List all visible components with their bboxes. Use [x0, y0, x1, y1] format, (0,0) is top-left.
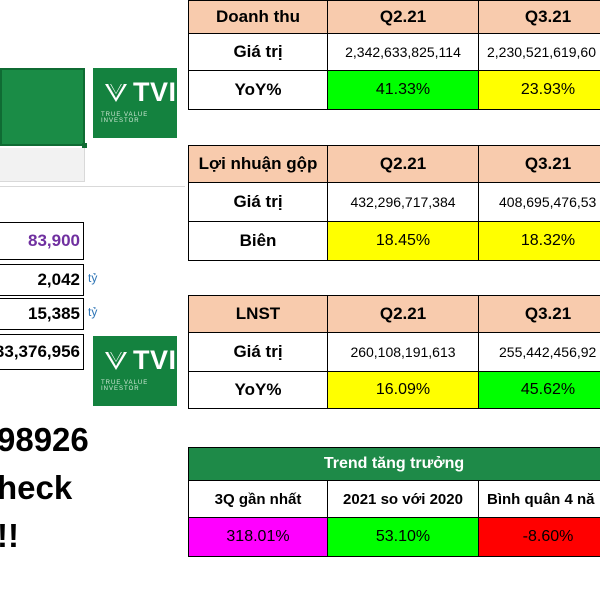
unit-label-1: tỷ: [88, 271, 98, 285]
gross-profit-value-q1[interactable]: 432,296,717,384: [327, 182, 479, 222]
net-profit-value-label[interactable]: Giá trị: [188, 332, 328, 372]
selected-cell-green[interactable]: [0, 68, 85, 146]
big-text-line-3: !!: [0, 517, 19, 554]
tvi-logo-text: TVI: [133, 345, 177, 375]
trend-label-yoy[interactable]: 2021 so với 2020: [327, 480, 479, 518]
net-profit-title[interactable]: LNST: [188, 295, 328, 333]
revenue-q1-header[interactable]: Q2.21: [327, 0, 479, 34]
gross-profit-value-label[interactable]: Giá trị: [188, 182, 328, 222]
value-cell-3[interactable]: 15,385: [0, 298, 84, 330]
revenue-pct-label[interactable]: YoY%: [188, 70, 328, 110]
value-3: 15,385: [28, 304, 80, 323]
tvi-logo-icon: [105, 351, 127, 370]
grey-cell: [0, 148, 85, 182]
gross-profit-pct-q1[interactable]: 18.45%: [327, 221, 479, 261]
revenue-value-q2[interactable]: 2,230,521,619,60: [478, 33, 600, 71]
revenue-pct-q2[interactable]: 23.93%: [478, 70, 600, 110]
trend-label-avg[interactable]: Bình quân 4 nă: [478, 480, 600, 518]
tvi-logo-icon: [105, 83, 127, 102]
revenue-pct-q1[interactable]: 41.33%: [327, 70, 479, 110]
gross-profit-title[interactable]: Lợi nhuận gộp: [188, 145, 328, 183]
net-profit-pct-q1[interactable]: 16.09%: [327, 371, 479, 409]
gross-profit-pct-q2[interactable]: 18.32%: [478, 221, 600, 261]
trend-title[interactable]: Trend tăng trưởng: [188, 447, 600, 481]
value-4: 33,376,956: [0, 342, 80, 361]
value-2: 2,042: [37, 270, 80, 289]
price-value: 83,900: [28, 231, 80, 250]
net-profit-q2-header[interactable]: Q3.21: [478, 295, 600, 333]
big-text-line-2: heck: [0, 469, 73, 506]
big-text-line-1: 98926: [0, 421, 89, 458]
net-profit-q1-header[interactable]: Q2.21: [327, 295, 479, 333]
value-cell-2[interactable]: 2,042: [0, 264, 84, 296]
net-profit-value-q1[interactable]: 260,108,191,613: [327, 332, 479, 372]
gross-profit-pct-label[interactable]: Biên: [188, 221, 328, 261]
trend-value-yoy[interactable]: 53.10%: [327, 517, 479, 557]
revenue-q2-header[interactable]: Q3.21: [478, 0, 600, 34]
fill-handle[interactable]: [82, 143, 87, 148]
revenue-title[interactable]: Doanh thu: [188, 0, 328, 34]
price-cell[interactable]: 83,900: [0, 222, 84, 260]
tvi-logo-text: TVI: [133, 77, 177, 107]
row-gridline: [0, 186, 185, 187]
net-profit-pct-q2[interactable]: 45.62%: [478, 371, 600, 409]
tvi-logo-bottom: TVI TRUE VALUE INVESTOR: [93, 336, 177, 406]
revenue-value-q1[interactable]: 2,342,633,825,114: [327, 33, 479, 71]
net-profit-pct-label[interactable]: YoY%: [188, 371, 328, 409]
trend-value-avg[interactable]: -8.60%: [478, 517, 600, 557]
net-profit-value-q2[interactable]: 255,442,456,92: [478, 332, 600, 372]
tvi-logo-subtext: TRUE VALUE INVESTOR: [101, 380, 149, 392]
tvi-logo-subtext: TRUE VALUE INVESTOR: [101, 112, 149, 124]
trend-value-3q[interactable]: 318.01%: [188, 517, 328, 557]
gross-profit-q1-header[interactable]: Q2.21: [327, 145, 479, 183]
value-cell-4[interactable]: 33,376,956: [0, 334, 84, 370]
gross-profit-value-q2[interactable]: 408,695,476,53: [478, 182, 600, 222]
gross-profit-q2-header[interactable]: Q3.21: [478, 145, 600, 183]
revenue-value-label[interactable]: Giá trị: [188, 33, 328, 71]
unit-label-2: tỷ: [88, 305, 98, 319]
tvi-logo-top: TVI TRUE VALUE INVESTOR: [93, 68, 177, 138]
trend-label-3q[interactable]: 3Q gần nhất: [188, 480, 328, 518]
